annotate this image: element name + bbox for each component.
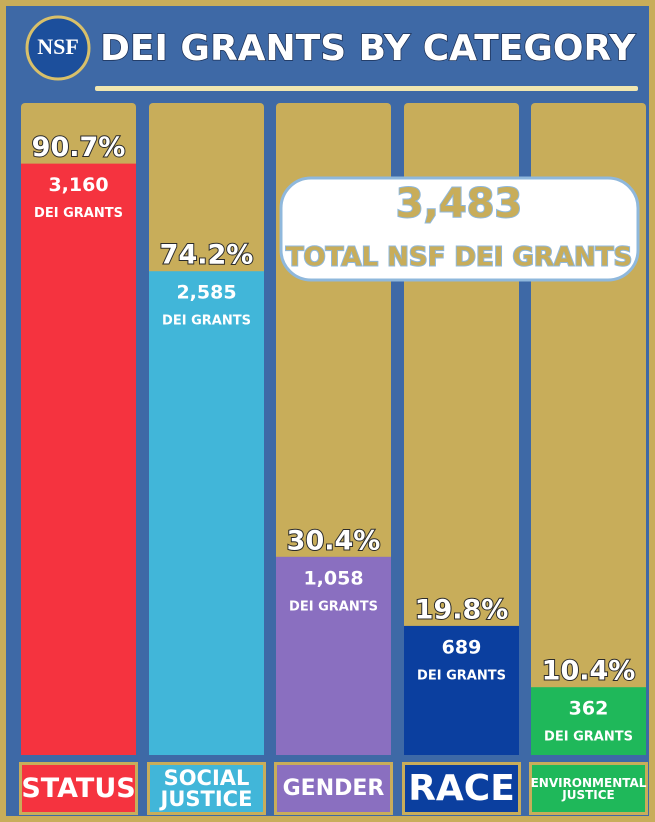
- category-label: SOCIAL JUSTICE: [147, 762, 266, 815]
- percent-label: 10.4%: [542, 656, 636, 687]
- count-unit: DEI GRANTS: [289, 599, 378, 614]
- bar: [404, 625, 519, 755]
- count-label: 3,160: [48, 174, 108, 196]
- count-label: 689: [442, 636, 482, 658]
- logo: [25, 15, 91, 81]
- logo-text: NSF: [37, 34, 79, 59]
- bar: [149, 271, 264, 755]
- total-text: TOTAL NSF DEI GRANTS: [286, 243, 632, 273]
- percent-label: 30.4%: [287, 525, 381, 556]
- count-label: 2,585: [176, 282, 236, 304]
- count-label: 1,058: [303, 567, 363, 589]
- category-label: GENDER: [274, 762, 393, 815]
- total-box: [279, 176, 640, 282]
- count-unit: DEI GRANTS: [544, 730, 633, 745]
- percent-label: 19.8%: [415, 594, 509, 625]
- bar: [276, 556, 391, 755]
- total-value: 3,483: [396, 181, 523, 227]
- bar: [531, 687, 646, 755]
- category-label: STATUS: [19, 762, 138, 815]
- count-label: 362: [569, 698, 609, 720]
- percent-label: 74.2%: [160, 240, 254, 271]
- category-label: ENVIRONMENTAL JUSTICE: [529, 762, 648, 815]
- count-unit: DEI GRANTS: [162, 314, 251, 329]
- bar: [21, 163, 136, 756]
- percent-label: 90.7%: [32, 132, 126, 163]
- category-label: RACE: [402, 762, 521, 815]
- chart-title: DEI GRANTS BY CATEGORY: [100, 28, 636, 69]
- count-unit: DEI GRANTS: [34, 206, 123, 221]
- count-unit: DEI GRANTS: [417, 668, 506, 683]
- title-underline: [95, 86, 638, 91]
